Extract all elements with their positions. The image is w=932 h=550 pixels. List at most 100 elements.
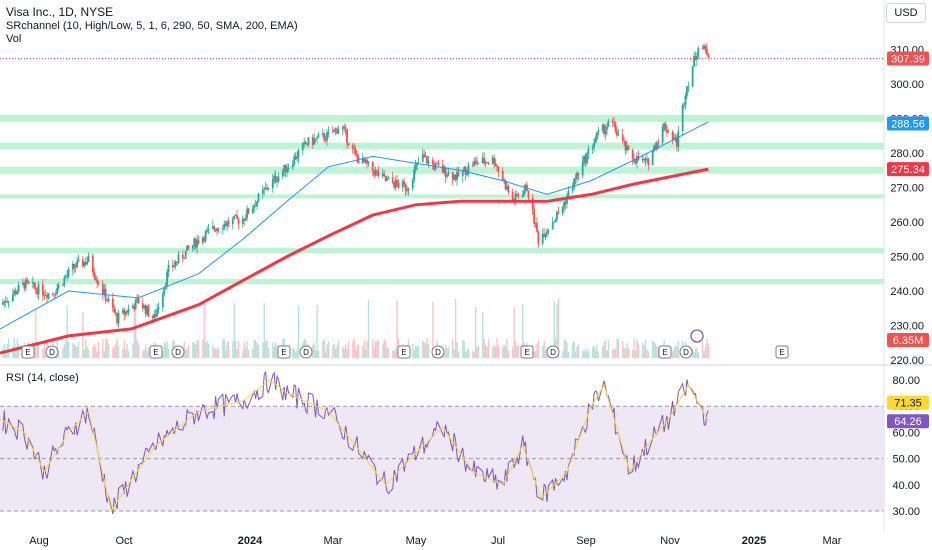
candle-body [44, 295, 47, 297]
candle-body [1, 302, 4, 305]
candle-body [476, 160, 478, 165]
volume-bar [444, 344, 447, 358]
volume-bar [122, 348, 124, 358]
candle-body [316, 137, 318, 139]
candle-body [3, 301, 6, 303]
rsi-ma-line [0, 379, 709, 513]
candle-body [507, 186, 510, 193]
candle-body [517, 196, 520, 198]
volume-bar [446, 347, 448, 358]
candle-body [386, 178, 388, 181]
candle-body [41, 284, 44, 296]
candle-body [551, 222, 554, 230]
event-marker: D [546, 345, 560, 359]
volume-bar [275, 342, 277, 358]
candle-body [601, 124, 604, 131]
candle-body [111, 298, 114, 309]
volume-bar [117, 345, 120, 358]
volume-bar [394, 349, 397, 358]
candle-body [367, 161, 370, 164]
volume-bar [506, 338, 508, 358]
candle-body [274, 175, 277, 182]
volume-bar [463, 341, 465, 358]
candle-body [334, 128, 337, 130]
currency-button[interactable]: USD [886, 3, 926, 23]
candle-body [527, 190, 530, 198]
event-marker-badge [45, 345, 59, 359]
volume-bar [586, 349, 588, 358]
volume-bar [562, 351, 564, 358]
volume-bar [567, 351, 570, 358]
volume-bar [213, 348, 215, 358]
candle-body [86, 261, 89, 265]
indicator-label: SRchannel (10, High/Low, 5, 1, 6, 290, 5… [6, 20, 298, 32]
candle-body [36, 289, 39, 295]
candle-body [586, 153, 588, 164]
volume-bar [96, 351, 98, 358]
candle-body [123, 309, 126, 315]
candle-body [626, 145, 628, 151]
candle-body [294, 156, 297, 160]
sma-value-badge: 288.56 [887, 116, 929, 131]
last-price-badge: 307.39 [887, 51, 929, 66]
candle-body [281, 171, 284, 177]
candle-body [581, 161, 584, 176]
volume-bar [266, 339, 268, 358]
event-marker-badge [149, 345, 163, 359]
candle-body [183, 258, 186, 260]
rsi-value-badge: 64.26 [887, 414, 929, 429]
candle-body [291, 164, 294, 168]
volume-bar [603, 342, 605, 358]
volume-bar [102, 338, 104, 358]
volume-bar [327, 341, 330, 358]
candle-body [343, 126, 346, 128]
time-tick-label: Nov [660, 535, 680, 547]
volume-bar [564, 339, 567, 358]
rsi-ma-badge-bg [887, 395, 929, 410]
volume-bar [276, 346, 278, 358]
candle-body [691, 66, 694, 87]
event-marker-badge [397, 345, 411, 359]
time-tick-label: Jul [491, 535, 505, 547]
volume-bar [85, 339, 87, 358]
candle-body [161, 294, 164, 308]
volume-bar [384, 340, 387, 358]
candle-body [356, 153, 358, 158]
volume-bar [17, 343, 20, 358]
candle-body [144, 305, 147, 315]
candle-body [247, 208, 250, 214]
ema-line [0, 167, 709, 355]
event-marker-label: D [175, 348, 181, 357]
candle-body [101, 284, 104, 294]
volume-bar [97, 341, 100, 358]
candle-body [546, 230, 548, 234]
price-tick-label: 230.00 [890, 321, 924, 333]
candle-body [31, 282, 34, 284]
candle-body [614, 122, 617, 131]
volume-bar [15, 349, 17, 358]
volume-bar [222, 338, 224, 358]
candle-body [133, 306, 136, 310]
candle-body [664, 123, 667, 131]
volume-bar [255, 340, 257, 358]
candle-body [273, 175, 276, 179]
candle-body [373, 170, 376, 176]
event-marker: E [520, 345, 534, 359]
volume-bar [246, 341, 248, 358]
volume-bar [677, 340, 680, 358]
candle-body [606, 126, 608, 130]
volume-bar [345, 343, 347, 358]
candle-body [181, 254, 184, 259]
candle-body [244, 218, 247, 221]
candle-body [463, 167, 466, 171]
candle-body [14, 290, 17, 295]
candle-body [157, 307, 160, 310]
volume-bar [133, 302, 135, 358]
candle-body [66, 275, 69, 277]
event-marker-badge [21, 345, 35, 359]
volume-bar [507, 350, 510, 358]
volume-bar [217, 347, 220, 358]
candle-body [453, 175, 456, 180]
candle-body [647, 158, 650, 166]
